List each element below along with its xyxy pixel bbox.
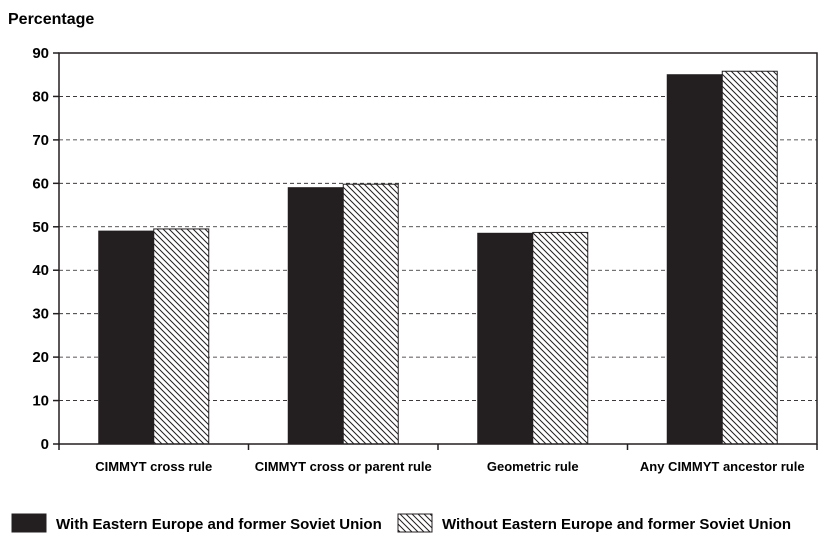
y-tick-label: 50 xyxy=(32,219,49,236)
bar xyxy=(287,187,344,445)
legend-label: Without Eastern Europe and former Soviet… xyxy=(442,516,791,533)
legend: With Eastern Europe and former Soviet Un… xyxy=(11,513,791,533)
x-tick-label: Geometric rule xyxy=(487,459,579,474)
y-tick-label: 80 xyxy=(32,88,49,105)
y-axis: 0 10 20 30 40 50 60 70 80 90 xyxy=(32,45,59,453)
bar xyxy=(98,230,155,445)
x-tick-label: CIMMYT cross or parent rule xyxy=(255,459,432,474)
legend-swatch xyxy=(11,513,47,533)
bar xyxy=(477,232,534,445)
x-tick-label: CIMMYT cross rule xyxy=(95,459,212,474)
y-tick-label: 60 xyxy=(32,175,49,192)
bars xyxy=(98,70,778,445)
bar xyxy=(666,74,723,445)
bar xyxy=(342,183,399,445)
y-tick-label: 90 xyxy=(32,45,49,62)
y-tick-label: 0 xyxy=(41,436,49,453)
legend-label: With Eastern Europe and former Soviet Un… xyxy=(56,516,382,533)
x-axis: CIMMYT cross rule CIMMYT cross or parent … xyxy=(58,444,818,474)
bar xyxy=(153,228,210,445)
y-tick-label: 70 xyxy=(32,132,49,149)
y-tick-label: 30 xyxy=(32,306,49,323)
bar xyxy=(721,70,778,445)
y-tick-label: 40 xyxy=(32,262,49,279)
y-tick-label: 10 xyxy=(32,393,49,410)
bar xyxy=(532,231,589,445)
legend-swatch xyxy=(397,513,433,533)
x-tick-label: Any CIMMYT ancestor rule xyxy=(640,459,805,474)
y-axis-title: Percentage xyxy=(8,11,94,28)
y-tick-label: 20 xyxy=(32,349,49,366)
